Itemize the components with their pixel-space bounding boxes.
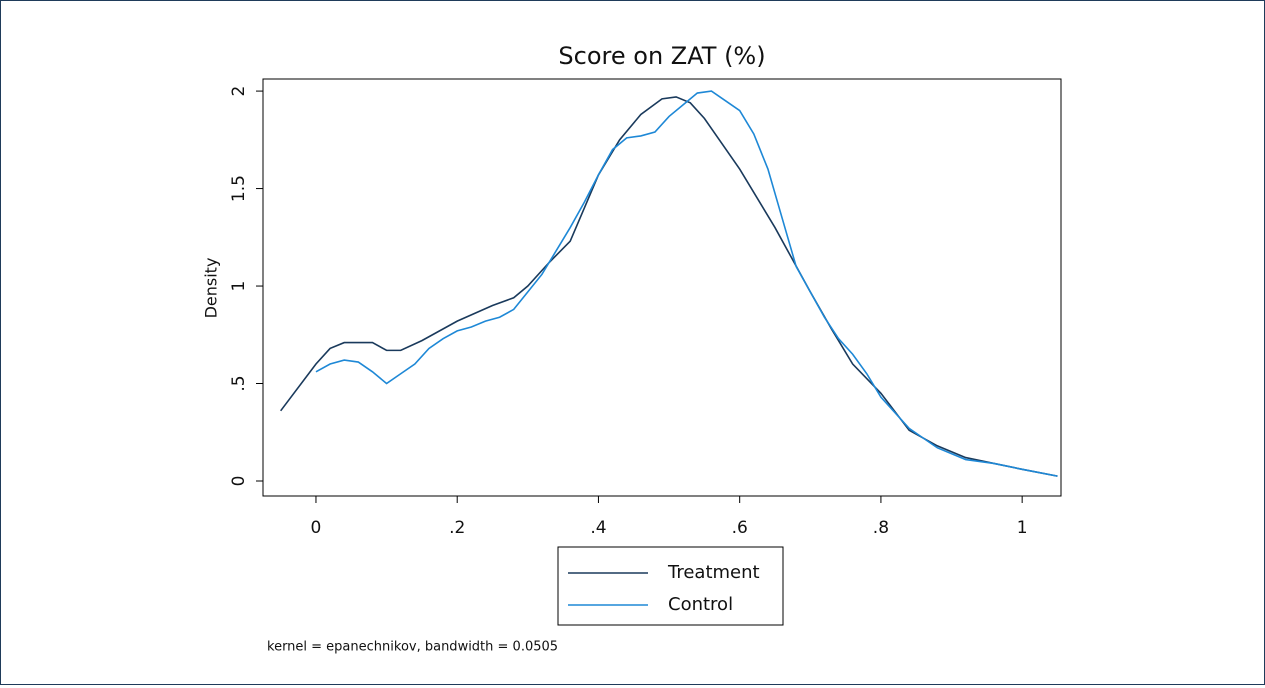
x-tick-label: .8 [873, 518, 889, 538]
x-tick-label: 0 [311, 518, 322, 538]
legend-box [557, 546, 784, 626]
y-tick-label: 2 [229, 86, 249, 97]
legend-label: Treatment [667, 562, 760, 583]
y-tick-label: 1.5 [229, 175, 249, 202]
y-tick-label: 1 [229, 281, 249, 292]
legend-label: Control [668, 594, 733, 615]
y-axis-label: Density [202, 258, 221, 319]
note: kernel = epanechnikov, bandwidth = 0.050… [267, 640, 558, 655]
y-tick-label: 0 [229, 476, 249, 487]
x-tick-label: 1 [1017, 518, 1028, 538]
x-tick-label: .4 [590, 518, 606, 538]
x-tick-label: .6 [732, 518, 748, 538]
y-tick-label: .5 [229, 375, 249, 391]
plot-frame [262, 78, 1062, 497]
chart-title: Score on ZAT (%) [558, 42, 765, 70]
density-line [280, 96, 1058, 477]
density-line [315, 90, 1058, 477]
x-tick-label: .2 [449, 518, 465, 538]
